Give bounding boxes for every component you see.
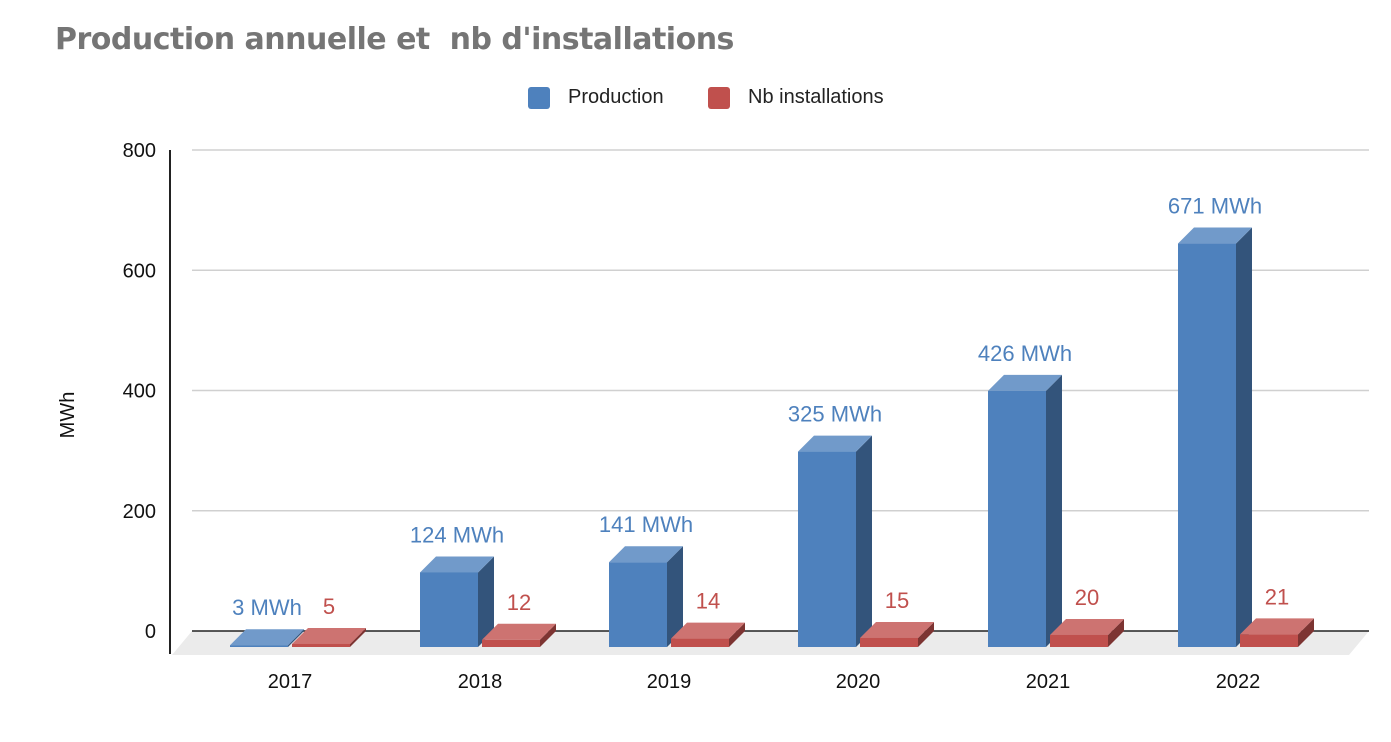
bar-nb-installations-side [540, 623, 556, 647]
data-label-production: 141 MWh [599, 512, 693, 537]
bar-production [798, 451, 856, 647]
x-tick-label: 2019 [647, 671, 692, 693]
bar-production-side [478, 556, 494, 647]
legend-swatch-nb-installations [708, 86, 730, 109]
chart-title: Production annuelle et nb d'installation… [55, 22, 734, 57]
bar-production-side [1236, 227, 1252, 647]
data-label-production: 671 MWh [1168, 194, 1262, 219]
y-tick-label: 200 [123, 501, 156, 523]
bar-production [1178, 243, 1236, 647]
bar-nb-installations-side [350, 627, 366, 647]
bar-nb-installations-side [729, 622, 745, 647]
y-tick-label: 0 [145, 621, 156, 643]
bar-nb-installations [671, 638, 729, 647]
y-axis-label: MWh [57, 392, 79, 439]
data-label-production: 3 MWh [232, 595, 302, 620]
y-tick-label: 400 [123, 381, 156, 403]
data-label-production: 426 MWh [978, 341, 1072, 366]
bar-nb-installations-top [671, 622, 745, 639]
bar-nb-installations [860, 637, 918, 647]
bar-production [609, 562, 667, 647]
bar-production-top [230, 629, 304, 646]
data-label-nb-installations: 12 [507, 590, 531, 615]
legend-label-nb-installations: Nb installations [748, 86, 884, 108]
bar-nb-installations [1240, 634, 1298, 647]
legend-swatch-production [528, 86, 550, 109]
bar-nb-installations [482, 639, 540, 647]
data-label-production: 124 MWh [410, 522, 504, 547]
data-label-nb-installations: 15 [885, 588, 909, 613]
bar-production-top [420, 556, 494, 573]
x-tick-label: 2020 [836, 671, 881, 693]
bar-nb-installations-side [1108, 618, 1124, 647]
data-label-nb-installations: 5 [323, 594, 335, 619]
data-label-nb-installations: 20 [1075, 585, 1099, 610]
x-tick-label: 2018 [458, 671, 503, 693]
bar-production-side [1046, 374, 1062, 647]
x-tick-label: 2017 [268, 671, 313, 693]
y-tick-label: 600 [123, 260, 156, 282]
bar-production-side [288, 629, 304, 647]
y-tick-label: 800 [123, 140, 156, 162]
bar-production-top [609, 546, 683, 563]
bar-nb-installations [292, 643, 350, 647]
data-label-nb-installations: 21 [1265, 584, 1289, 609]
bar-production [988, 390, 1046, 647]
legend-item-production: Production [528, 86, 664, 109]
x-tick-label: 2021 [1026, 671, 1071, 693]
bar-production-top [988, 374, 1062, 391]
chart-legend: Production Nb installations [0, 86, 1391, 116]
bar-production-side [667, 546, 683, 647]
bar-nb-installations-top [860, 621, 934, 638]
bar-nb-installations-top [1240, 618, 1314, 635]
legend-label-production: Production [568, 86, 664, 108]
bar-production [230, 645, 288, 647]
bar-nb-installations-top [482, 623, 556, 640]
legend-item-nb-installations: Nb installations [708, 86, 884, 109]
bar-production-side [856, 435, 872, 647]
bar-nb-installations-side [1298, 618, 1314, 647]
bar-production-top [798, 435, 872, 452]
bar-production-top [1178, 227, 1252, 244]
data-label-production: 325 MWh [788, 402, 882, 427]
bar-nb-installations-side [918, 621, 934, 647]
bar-nb-installations-top [1050, 618, 1124, 635]
bar-production [420, 572, 478, 647]
bar-nb-installations-top [292, 627, 366, 644]
bar-nb-installations [1050, 634, 1108, 647]
x-tick-label: 2022 [1216, 671, 1261, 693]
data-label-nb-installations: 14 [696, 589, 720, 614]
